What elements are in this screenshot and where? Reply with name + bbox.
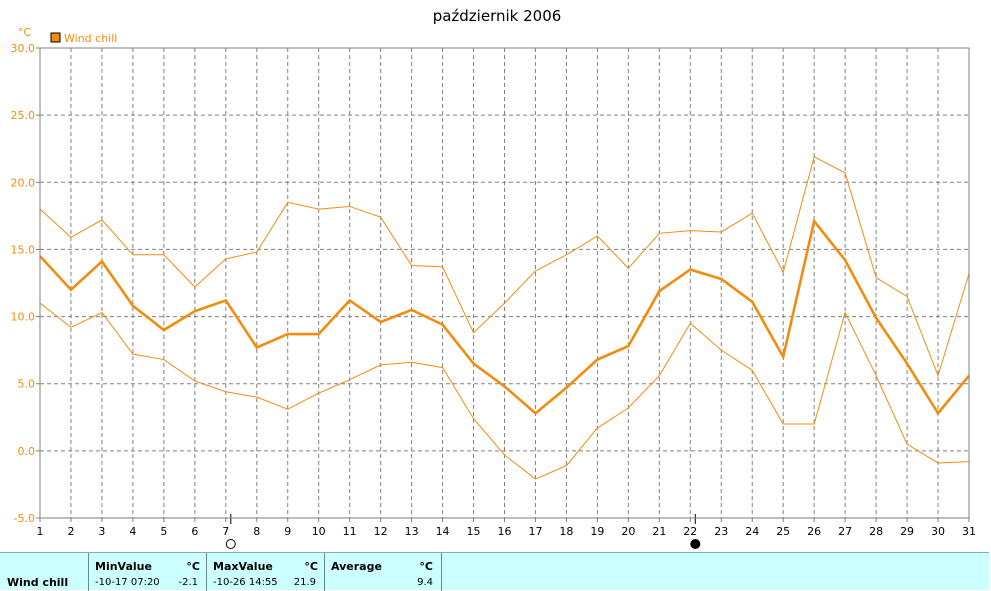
x-tick-label: 21 — [652, 525, 666, 538]
min-value-label: MinValue — [95, 560, 152, 573]
stats-max-cell: MaxValue °C -10-26 14:55 21.9 — [206, 553, 324, 591]
stats-avg-cell: Average °C 9.4 — [324, 553, 442, 591]
stats-row-label-cell: Wind chill — [0, 553, 88, 591]
max-value-unit: °C — [304, 560, 318, 573]
x-tick-label: 1 — [37, 525, 44, 538]
y-tick-label: 25.0 — [11, 109, 36, 122]
min-value-date: -10-17 07:20 — [95, 577, 160, 588]
y-tick-label: 20.0 — [11, 176, 36, 189]
plot-frame — [39, 47, 970, 519]
average-label: Average — [331, 560, 382, 573]
x-tick-label: 26 — [807, 525, 821, 538]
y-axis-unit: °C — [18, 26, 32, 39]
x-tick-label: 11 — [343, 525, 357, 538]
x-tick-label: 13 — [405, 525, 419, 538]
max-value-label: MaxValue — [213, 560, 273, 573]
max-value: 21.9 — [293, 577, 316, 588]
stats-bar: Wind chill MinValue °C -10-17 07:20 -2.1… — [0, 552, 989, 591]
legend-swatch — [50, 32, 61, 43]
y-tick-label: 30.0 — [11, 42, 36, 55]
x-tick-label: 28 — [869, 525, 883, 538]
x-tick-label: 16 — [498, 525, 512, 538]
x-tick-label: 27 — [838, 525, 852, 538]
min-value: -2.1 — [178, 577, 198, 588]
new-moon-icon — [690, 539, 701, 549]
x-tick-label: 18 — [559, 525, 573, 538]
series-line-max — [39, 156, 970, 378]
x-tick-label: 29 — [900, 525, 914, 538]
x-tick-label: 12 — [374, 525, 388, 538]
x-tick-label: 9 — [284, 525, 291, 538]
y-tick-label: 0.0 — [18, 445, 36, 458]
x-tick-label: 15 — [467, 525, 481, 538]
x-tick-label: 4 — [129, 525, 136, 538]
chart-title: październik 2006 — [433, 7, 562, 25]
x-tick-label: 20 — [621, 525, 635, 538]
series-line-min — [39, 302, 970, 480]
x-tick-label: 22 — [683, 525, 697, 538]
average-unit: °C — [419, 560, 433, 573]
x-tick-label: 14 — [436, 525, 450, 538]
stats-row-label: Wind chill — [7, 576, 69, 589]
x-tick-label: 8 — [253, 525, 260, 538]
stats-min-cell: MinValue °C -10-17 07:20 -2.1 — [88, 553, 206, 591]
x-tick-label: 30 — [931, 525, 945, 538]
x-tick-label: 23 — [714, 525, 728, 538]
series-line-average — [39, 218, 971, 416]
y-tick-label: 5.0 — [18, 378, 36, 391]
average-value: 9.4 — [417, 577, 433, 588]
x-tick-label: 5 — [160, 525, 167, 538]
x-tick-label: 7 — [222, 525, 229, 538]
x-tick-label: 19 — [590, 525, 604, 538]
x-tick-label: 10 — [312, 525, 326, 538]
y-tick-label: -5.0 — [14, 512, 35, 525]
min-value-unit: °C — [186, 560, 200, 573]
chart: październik 2006 °C Wind chill -5.0 0.0 5.… — [11, 7, 976, 549]
x-tick-label: 6 — [191, 525, 198, 538]
full-moon-icon — [225, 539, 236, 549]
y-tick-label: 10.0 — [11, 311, 36, 324]
x-tick-label: 25 — [776, 525, 790, 538]
x-tick-label: 3 — [98, 525, 105, 538]
x-tick-label: 31 — [962, 525, 976, 538]
x-tick-label: 17 — [528, 525, 542, 538]
y-tick-label: 15.0 — [11, 243, 36, 256]
x-tick-label: 2 — [67, 525, 74, 538]
x-tick-label: 24 — [745, 525, 759, 538]
max-value-date: -10-26 14:55 — [213, 577, 278, 588]
legend-label: Wind chill — [64, 32, 117, 45]
